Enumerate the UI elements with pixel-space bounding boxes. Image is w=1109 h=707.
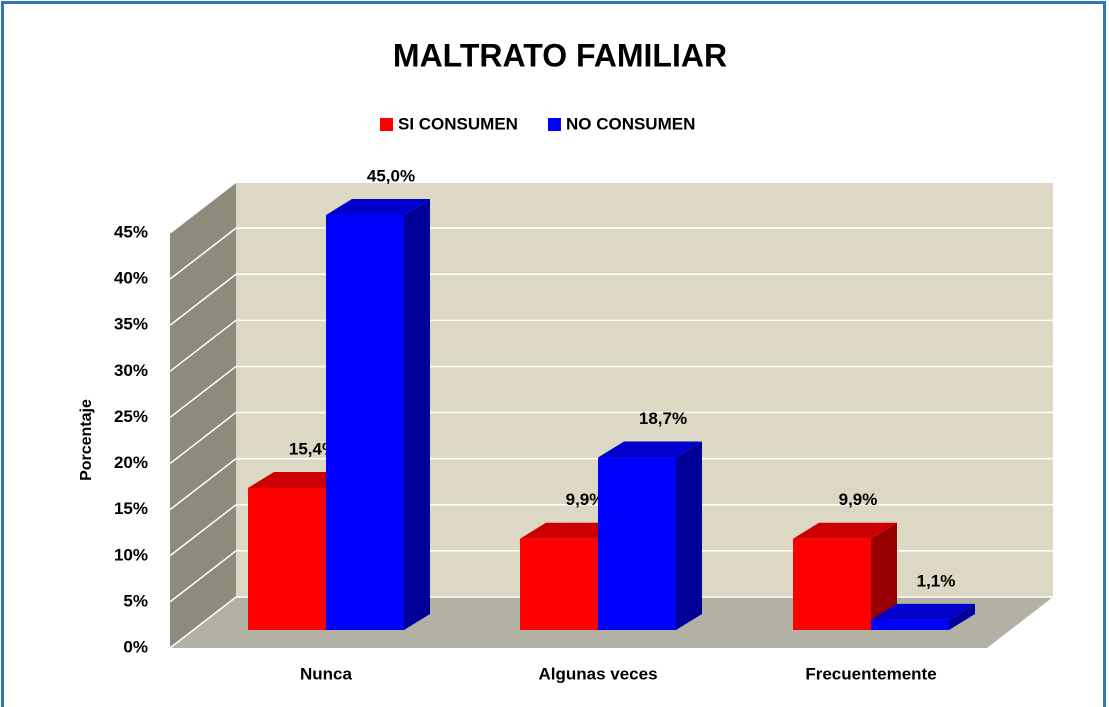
legend-swatch <box>380 118 393 131</box>
grid-line <box>169 227 1053 280</box>
legend-swatch <box>547 118 561 131</box>
data-label: 45,0% <box>367 166 415 185</box>
y-tick-label: 30% <box>114 361 148 380</box>
chart-title: MALTRATO FAMILIAR <box>393 37 727 73</box>
data-label: 1,1% <box>917 571 956 590</box>
legend-label: SI CONSUMEN <box>398 114 518 133</box>
bar-front <box>326 215 404 630</box>
bar-front <box>520 538 598 630</box>
grid-line <box>169 596 1053 649</box>
bar <box>793 522 897 630</box>
grid-line <box>169 550 1053 603</box>
bar-top <box>871 603 975 620</box>
x-tick-label: Algunas veces <box>538 664 657 683</box>
grid-line <box>169 457 1053 511</box>
grid-line <box>169 273 1053 326</box>
data-label: 15,4% <box>289 439 337 458</box>
bar-side <box>676 441 702 630</box>
x-tick-label: Frecuentemente <box>805 664 936 683</box>
data-label: 9,9% <box>566 490 605 509</box>
y-axis-label: Porcentaje <box>78 399 95 481</box>
data-label: 18,7% <box>639 409 687 428</box>
grid-line <box>169 504 1053 557</box>
y-tick-label: 40% <box>114 269 148 288</box>
y-tick-label: 5% <box>123 591 148 610</box>
y-tick-label: 0% <box>123 637 148 656</box>
grid-line <box>169 365 1053 419</box>
y-tick-label: 25% <box>114 407 148 426</box>
bar <box>326 199 430 630</box>
legend-label: NO CONSUMEN <box>566 114 695 133</box>
bar-front <box>248 487 326 630</box>
y-tick-label: 10% <box>114 545 148 564</box>
y-tick-label: 15% <box>114 499 148 518</box>
bar-side <box>404 199 430 630</box>
bar <box>871 603 975 630</box>
bar-side <box>949 603 975 630</box>
bar-front <box>871 619 949 630</box>
bar <box>598 441 702 630</box>
bar-top <box>793 522 897 539</box>
side-wall <box>170 183 236 648</box>
grid-line <box>169 319 1053 372</box>
bar-front <box>793 538 871 630</box>
bar-side <box>871 522 897 630</box>
grid-line <box>169 181 1053 234</box>
bar-top <box>326 199 430 215</box>
grid-line <box>169 411 1053 465</box>
data-label: 9,9% <box>839 490 878 509</box>
y-tick-label: 20% <box>114 453 148 472</box>
bar-top <box>598 441 702 458</box>
back-wall <box>236 183 1053 597</box>
y-tick-label: 35% <box>114 315 148 334</box>
x-tick-label: Nunca <box>300 664 353 683</box>
y-tick-label: 45% <box>114 222 148 241</box>
bar-front <box>598 457 676 630</box>
